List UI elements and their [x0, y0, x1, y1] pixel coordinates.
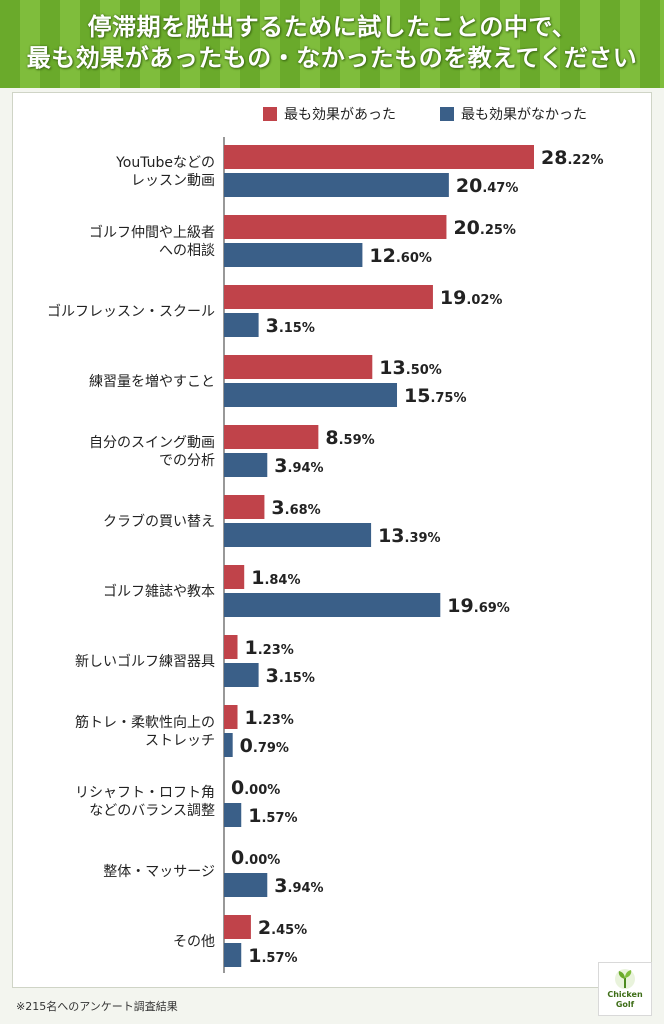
bar-effective [224, 285, 433, 309]
logo-name-line1: Chicken [607, 990, 643, 999]
bar-effective [224, 915, 251, 939]
bar-effective [224, 495, 265, 519]
bar-not-effective [224, 243, 363, 267]
bar-not-effective [224, 663, 259, 687]
data-label: 12.60% [369, 245, 432, 267]
category-label: への相談 [159, 243, 215, 259]
bar-effective [224, 635, 238, 659]
data-label: 1.84% [251, 567, 300, 589]
data-label: 19.02% [440, 287, 503, 309]
bar-effective [224, 145, 534, 169]
bar-effective [224, 355, 373, 379]
title-line-1: 停滞期を脱出するために試したことの中で、 [87, 13, 577, 41]
data-label: 28.22% [541, 147, 604, 169]
data-label: 3.94% [274, 875, 323, 897]
data-label: 13.50% [379, 357, 442, 379]
category-label: 自分のスイング動画 [89, 435, 215, 451]
category-label: 練習量を増やすこと [89, 374, 215, 390]
bar-not-effective [224, 803, 242, 827]
data-label: 3.68% [271, 497, 320, 519]
category-label: レッスン動画 [131, 173, 215, 189]
category-label: ゴルフ雑誌や教本 [103, 583, 215, 600]
bar-not-effective [224, 873, 268, 897]
data-label: 0.00% [231, 847, 280, 869]
chart-card: 最も効果があった 最も効果がなかった YouTubeなどのレッスン動画 28.22% 2… [12, 92, 652, 988]
bar-effective [224, 565, 245, 589]
data-label: 2.45% [258, 917, 307, 939]
header-banner: 停滞期を脱出するために試したことの中で、 最も効果があったもの・なかったものを教… [0, 0, 664, 88]
data-label: 1.57% [248, 945, 297, 967]
category-label: クラブの買い替え [103, 513, 215, 530]
category-label: 整体・マッサージ [103, 864, 215, 880]
data-label: 8.59% [325, 427, 374, 449]
bar-not-effective [224, 383, 398, 407]
chart-title: 停滞期を脱出するために試したことの中で、 最も効果があったもの・なかったものを教… [0, 12, 664, 74]
data-label: 0.00% [231, 777, 280, 799]
legend-label-0: 最も効果があった [284, 107, 396, 123]
category-label: その他 [173, 934, 215, 950]
bar-not-effective [224, 943, 242, 967]
data-label: 19.69% [447, 595, 510, 617]
bar-not-effective [224, 313, 259, 337]
category-label: ゴルフ仲間や上級者 [89, 224, 215, 241]
category-label: YouTubeなどの [115, 155, 215, 171]
sprout-icon [615, 969, 635, 989]
category-label: などのバランス調整 [89, 803, 215, 819]
data-label: 13.39% [378, 525, 441, 547]
chicken-golf-logo: Chicken Golf [598, 962, 652, 1016]
data-label: 1.57% [248, 805, 297, 827]
data-label: 0.79% [240, 735, 289, 757]
data-label: 20.25% [453, 217, 516, 239]
data-label: 3.15% [266, 315, 315, 337]
footnote: ※215名へのアンケート調査結果 [16, 1000, 178, 1013]
category-label: ゴルフレッスン・スクール [47, 303, 215, 320]
bar-not-effective [224, 593, 441, 617]
logo-name-line2: Golf [615, 1000, 635, 1009]
data-label: 20.47% [456, 175, 519, 197]
title-line-2: 最も効果があったもの・なかったものを教えてください [26, 44, 638, 72]
bar-not-effective [224, 453, 268, 477]
data-label: 1.23% [245, 707, 294, 729]
bar-not-effective [224, 523, 372, 547]
category-label: ストレッチ [145, 733, 215, 749]
category-label: での分析 [159, 453, 215, 469]
category-label: 筋トレ・柔軟性向上の [75, 714, 215, 731]
data-label: 15.75% [404, 385, 467, 407]
category-label: 新しいゴルフ練習器具 [75, 653, 215, 670]
bar-effective [224, 215, 447, 239]
legend-swatch-1 [440, 107, 454, 121]
data-label: 3.15% [266, 665, 315, 687]
bar-not-effective [224, 733, 233, 757]
logo-text: Chicken Golf [599, 990, 651, 1010]
legend-swatch-0 [263, 107, 277, 121]
bar-effective [224, 705, 238, 729]
bar-effective [224, 425, 319, 449]
category-label: リシャフト・ロフト角 [75, 785, 215, 801]
legend-label-1: 最も効果がなかった [461, 107, 587, 123]
data-label: 1.23% [245, 637, 294, 659]
bar-not-effective [224, 173, 449, 197]
data-label: 3.94% [274, 455, 323, 477]
